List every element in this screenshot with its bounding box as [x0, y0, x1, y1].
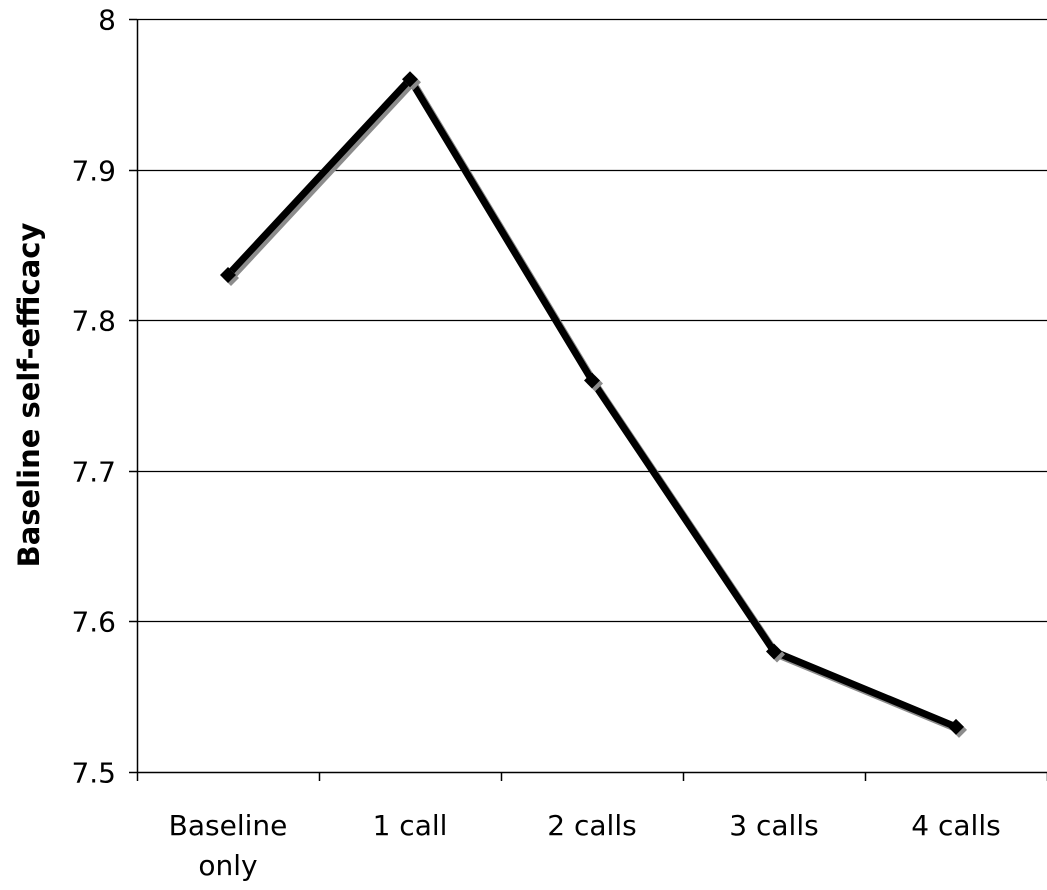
axes	[129, 18, 1047, 781]
series-line	[225, 75, 958, 731]
data-point-marker	[948, 718, 964, 735]
y-tick-label: 8	[98, 4, 116, 37]
x-tick-label: 1 call	[373, 809, 448, 842]
series-line-shadow	[228, 78, 961, 734]
y-tick-label: 7.6	[71, 606, 116, 639]
y-tick-label: 7.8	[71, 305, 116, 338]
series-layer	[220, 71, 967, 738]
gridlines	[137, 18, 1047, 623]
x-tick-label: 3 calls	[729, 809, 818, 842]
y-tick-labels: 7.5 7.6 7.7 7.8 7.9 8	[71, 4, 116, 790]
y-tick-label: 7.7	[71, 456, 116, 489]
x-tick-label: 4 calls	[911, 809, 1000, 842]
data-point-marker	[220, 267, 236, 284]
x-tick-label: Baseline only	[169, 809, 288, 882]
x-tick-label: 2 calls	[547, 809, 636, 842]
y-tick-label: 7.9	[71, 155, 116, 188]
x-tick-labels: Baseline only 1 call 2 calls 3 calls 4 calls	[169, 809, 1001, 882]
y-axis-title: Baseline self-efficacy	[12, 223, 46, 568]
data-point-marker	[766, 643, 782, 660]
data-point-marker	[584, 372, 600, 389]
data-point-marker	[402, 71, 418, 88]
y-tick-label: 7.5	[71, 757, 116, 790]
